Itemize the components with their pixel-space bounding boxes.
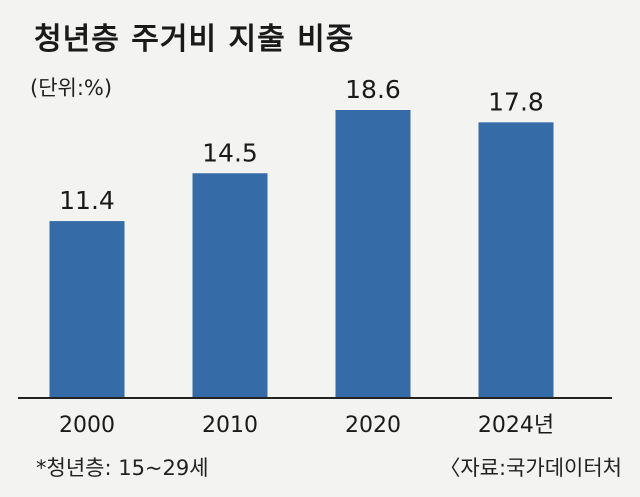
value-label-0: 11.4 xyxy=(59,186,115,215)
value-label-1: 14.5 xyxy=(202,138,258,167)
footnote: *청년층: 15~29세 xyxy=(36,456,209,480)
bar-0 xyxy=(49,221,125,397)
category-label-2: 2020 xyxy=(345,413,401,438)
chart-title: 청년층 주거비 지출 비중 xyxy=(34,22,355,57)
value-label-2: 18.6 xyxy=(345,75,401,104)
bars-layer: 11.4 2000 14.5 2010 18.6 2020 17.8 2024년 xyxy=(49,75,554,438)
category-label-0: 2000 xyxy=(59,413,115,438)
unit-label: (단위:%) xyxy=(30,76,113,100)
source-label: 〈자료:국가데이터처 xyxy=(439,456,622,480)
value-label-3: 17.8 xyxy=(488,87,544,116)
bar-1 xyxy=(192,173,268,397)
category-label-1: 2010 xyxy=(202,413,258,438)
bar-3 xyxy=(478,122,554,397)
category-label-3: 2024년 xyxy=(478,413,554,438)
bar-2 xyxy=(335,110,411,397)
